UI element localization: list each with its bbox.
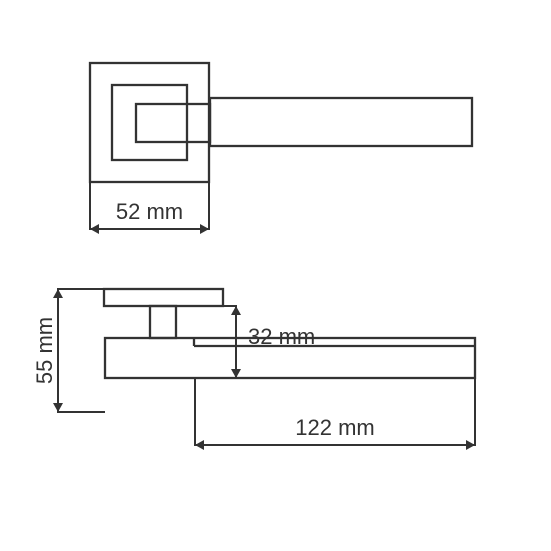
side-spindle — [150, 306, 176, 338]
side-plate — [104, 289, 223, 306]
top-rose-outer — [90, 63, 209, 182]
top-rose-inner — [112, 85, 187, 160]
top-handle-neck — [136, 104, 210, 142]
arrowhead — [53, 403, 63, 412]
dim-122-label: 122 mm — [295, 415, 374, 440]
top-handle-bar — [210, 98, 472, 146]
arrowhead — [53, 289, 63, 298]
arrowhead — [231, 306, 241, 315]
arrowhead — [195, 440, 204, 450]
dim-52-label: 52 mm — [116, 199, 183, 224]
dim-32-label: 32 mm — [248, 324, 315, 349]
arrowhead — [231, 369, 241, 378]
arrowhead — [90, 224, 99, 234]
arrowhead — [466, 440, 475, 450]
arrowhead — [200, 224, 209, 234]
dim-55-label: 55 mm — [32, 317, 57, 384]
